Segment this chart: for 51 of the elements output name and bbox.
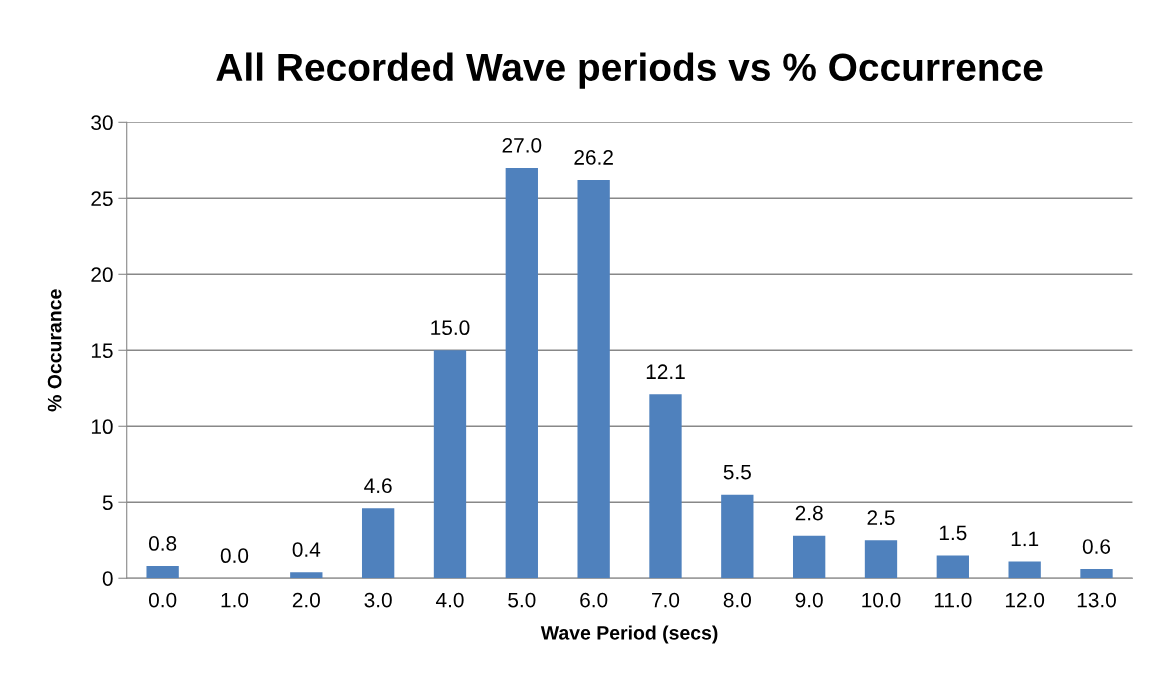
- bar: [721, 494, 754, 579]
- data-label: 27.0: [502, 137, 542, 153]
- bar: [577, 180, 610, 579]
- bar: [505, 167, 538, 579]
- x-tick-label: 1.0: [221, 592, 249, 608]
- data-label: 1.5: [939, 525, 967, 541]
- x-tick-label: 10.0: [862, 592, 901, 608]
- x-tick-label: 3.0: [364, 592, 392, 608]
- x-tick-label: 4.0: [435, 592, 464, 608]
- y-tick-label: 25: [91, 191, 113, 207]
- y-tick-label: 15: [91, 343, 113, 359]
- data-label: 1.1: [1011, 531, 1039, 547]
- bar: [864, 540, 898, 579]
- x-tick-label: 5.0: [508, 592, 536, 608]
- x-axis-title: Wave Period (secs): [540, 625, 718, 644]
- data-label: 0.4: [292, 542, 321, 557]
- y-axis-title: % Occurance: [47, 289, 62, 412]
- y-tick-label: 30: [91, 115, 113, 131]
- data-label: 5.5: [723, 464, 751, 480]
- bar: [361, 508, 395, 579]
- y-tick-label: 0: [102, 571, 113, 586]
- bar: [146, 566, 179, 579]
- x-tick-label: 9.0: [795, 592, 823, 608]
- data-label: 2.5: [867, 510, 895, 526]
- bar: [1008, 561, 1041, 579]
- bar: [433, 350, 467, 579]
- x-tick-label: 13.0: [1077, 592, 1116, 608]
- data-label: 26.2: [574, 150, 613, 165]
- bar: [290, 572, 323, 579]
- bar: [792, 535, 826, 579]
- x-tick-label: 6.0: [580, 592, 608, 608]
- bar: [936, 555, 969, 579]
- data-label: 0.6: [1082, 539, 1111, 554]
- data-label: 0.0: [220, 548, 249, 564]
- data-label: 12.1: [646, 364, 685, 379]
- y-tick-label: 5: [102, 495, 113, 511]
- data-label: 4.6: [364, 478, 392, 494]
- x-tick-label: 11.0: [934, 592, 972, 608]
- data-label: 0.8: [148, 536, 177, 551]
- data-label: 2.8: [795, 505, 823, 521]
- data-label: 15.0: [431, 320, 470, 336]
- x-tick-label: 8.0: [723, 592, 751, 608]
- x-tick-label: 2.0: [292, 592, 320, 608]
- x-tick-label: 7.0: [652, 592, 680, 608]
- y-tick-label: 20: [91, 267, 113, 283]
- bar: [1080, 569, 1113, 579]
- y-tick-label: 10: [91, 419, 113, 435]
- chart-title: All Recorded Wave periods vs % Occurrence: [216, 52, 1043, 89]
- x-tick-label: 12.0: [1005, 592, 1045, 608]
- x-tick-label: 0.0: [148, 592, 177, 608]
- bar: [649, 394, 682, 579]
